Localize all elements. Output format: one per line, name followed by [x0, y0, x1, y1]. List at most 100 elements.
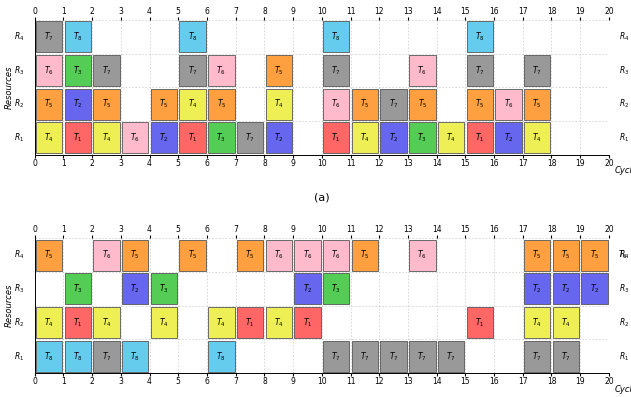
Bar: [323, 21, 350, 52]
Text: $T_5$: $T_5$: [274, 64, 283, 77]
Bar: [610, 240, 631, 271]
Bar: [208, 307, 235, 338]
Bar: [553, 307, 579, 338]
Bar: [294, 274, 321, 304]
Bar: [64, 274, 91, 304]
Text: $T_5$: $T_5$: [245, 249, 255, 262]
Text: $T_7$: $T_7$: [188, 64, 198, 77]
Text: $T_7$: $T_7$: [561, 350, 570, 362]
Bar: [36, 122, 62, 153]
Bar: [237, 240, 263, 271]
Bar: [93, 55, 120, 86]
Text: $T_7$: $T_7$: [533, 350, 542, 362]
Text: $T_7$: $T_7$: [102, 64, 111, 77]
Text: $R_3$: $R_3$: [619, 283, 629, 295]
Bar: [323, 274, 350, 304]
Text: $T_2$: $T_2$: [561, 283, 570, 295]
Bar: [380, 89, 407, 119]
Bar: [179, 240, 206, 271]
Text: $T_6$: $T_6$: [216, 64, 227, 77]
Bar: [64, 341, 91, 372]
Text: $T_2$: $T_2$: [303, 283, 312, 295]
Bar: [409, 341, 435, 372]
Bar: [466, 55, 493, 86]
Bar: [409, 122, 435, 153]
Text: $T_4$: $T_4$: [102, 316, 111, 329]
Bar: [36, 21, 62, 52]
Text: Resources: Resources: [4, 66, 13, 109]
Bar: [323, 122, 350, 153]
Text: $T_4$: $T_4$: [561, 316, 570, 329]
Text: $T_1$: $T_1$: [475, 316, 485, 329]
Text: $T_2$: $T_2$: [159, 131, 168, 144]
Bar: [64, 122, 91, 153]
Text: $T_5$: $T_5$: [216, 98, 226, 110]
Bar: [237, 122, 263, 153]
Text: $T_8$: $T_8$: [188, 31, 198, 43]
Bar: [524, 122, 550, 153]
Text: $T_4$: $T_4$: [360, 131, 370, 144]
Text: Cycles: Cycles: [615, 166, 631, 175]
Bar: [466, 307, 493, 338]
Bar: [179, 55, 206, 86]
Text: $T_7$: $T_7$: [446, 350, 456, 362]
Bar: [266, 307, 292, 338]
Bar: [524, 307, 550, 338]
Bar: [36, 307, 62, 338]
Text: $R_3$: $R_3$: [619, 64, 629, 77]
Bar: [351, 240, 378, 271]
Text: (a): (a): [314, 193, 329, 202]
Text: $T_5$: $T_5$: [418, 98, 427, 110]
Text: $T_7$: $T_7$: [533, 64, 542, 77]
Bar: [409, 55, 435, 86]
Text: $T_5$: $T_5$: [44, 249, 54, 262]
Text: $T_3$: $T_3$: [73, 64, 83, 77]
Text: $R_4$: $R_4$: [619, 249, 629, 262]
Text: $T_5$: $T_5$: [360, 249, 370, 262]
Bar: [438, 122, 464, 153]
Bar: [409, 240, 435, 271]
Text: $T_7$: $T_7$: [245, 131, 255, 144]
Bar: [323, 341, 350, 372]
Text: $T_6$: $T_6$: [618, 249, 628, 262]
Text: $T_8$: $T_8$: [73, 350, 83, 362]
Bar: [553, 274, 579, 304]
Bar: [151, 307, 177, 338]
Bar: [208, 122, 235, 153]
Text: $R_2$: $R_2$: [619, 98, 629, 110]
Text: $T_2$: $T_2$: [389, 131, 398, 144]
Text: $T_1$: $T_1$: [73, 316, 83, 329]
Bar: [93, 307, 120, 338]
Text: $T_2$: $T_2$: [274, 131, 283, 144]
Text: $T_4$: $T_4$: [216, 316, 226, 329]
Bar: [179, 21, 206, 52]
Text: $T_7$: $T_7$: [475, 64, 485, 77]
Bar: [151, 89, 177, 119]
Bar: [64, 89, 91, 119]
Bar: [380, 122, 407, 153]
Bar: [351, 341, 378, 372]
Bar: [581, 240, 608, 271]
Text: $R_3$: $R_3$: [15, 64, 25, 77]
Bar: [553, 240, 579, 271]
Bar: [524, 341, 550, 372]
Bar: [179, 122, 206, 153]
Text: $T_3$: $T_3$: [216, 131, 226, 144]
Text: $T_5$: $T_5$: [44, 98, 54, 110]
Text: $T_5$: $T_5$: [533, 98, 542, 110]
Text: $T_8$: $T_8$: [131, 350, 140, 362]
Bar: [380, 341, 407, 372]
Text: $T_6$: $T_6$: [274, 249, 284, 262]
Text: $T_8$: $T_8$: [73, 31, 83, 43]
Bar: [93, 89, 120, 119]
Text: $T_8$: $T_8$: [475, 31, 485, 43]
Bar: [266, 122, 292, 153]
Text: $T_1$: $T_1$: [475, 131, 485, 144]
Text: $T_1$: $T_1$: [245, 316, 255, 329]
Bar: [64, 307, 91, 338]
Text: $T_2$: $T_2$: [590, 283, 599, 295]
Bar: [466, 21, 493, 52]
Text: $T_5$: $T_5$: [590, 249, 599, 262]
Bar: [36, 55, 62, 86]
Text: $T_4$: $T_4$: [159, 316, 168, 329]
